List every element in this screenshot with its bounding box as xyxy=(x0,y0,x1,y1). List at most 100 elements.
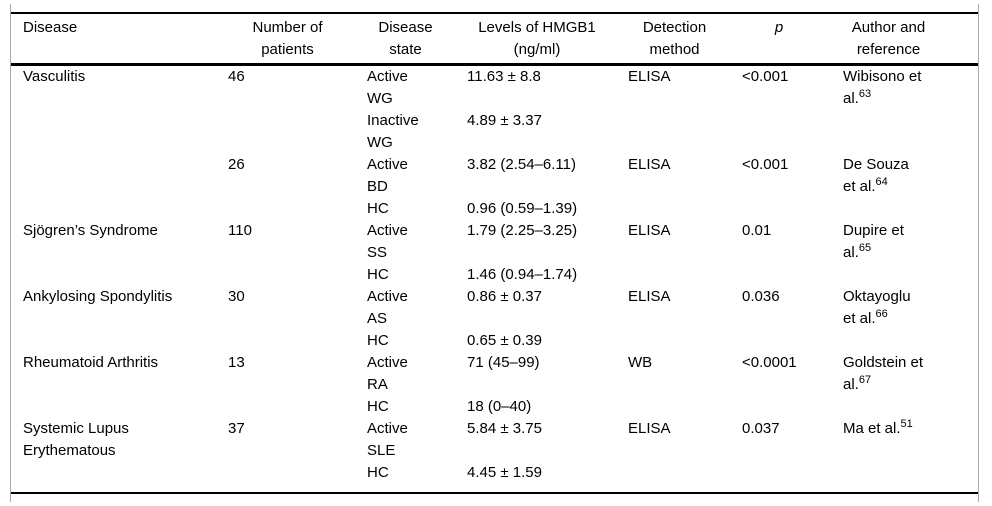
cell-disease: Ankylosing Spondylitis xyxy=(23,288,173,305)
cell-patients xyxy=(216,198,359,220)
cell-disease-state: HC xyxy=(367,332,389,349)
cell-p-value xyxy=(727,264,831,286)
cell-disease-state: Active RA xyxy=(367,354,408,393)
cell-disease-state: Inactive WG xyxy=(367,112,419,151)
cell-p-value xyxy=(727,110,831,154)
reference-number: 64 xyxy=(875,176,888,188)
cell-author-reference xyxy=(831,462,978,493)
cell-disease-state: Active SS xyxy=(367,222,408,261)
cell-patients xyxy=(216,330,359,352)
reference-number: 65 xyxy=(858,242,872,254)
author-text: Goldstein et al. xyxy=(843,354,924,393)
cell-hmgb1-level: 4.45 ± 1.59 xyxy=(467,464,542,481)
cell-hmgb1-level: 5.84 ± 3.75 xyxy=(467,420,542,437)
cell-hmgb1-level: 4.89 ± 3.37 xyxy=(467,112,542,129)
cell-p-value xyxy=(727,462,831,493)
cell-disease xyxy=(11,198,216,220)
author-text: Oktayoglu et al. xyxy=(843,288,911,327)
cell-detection-method: ELISA xyxy=(628,288,671,305)
cell-disease xyxy=(11,330,216,352)
cell-detection-method: ELISA xyxy=(628,420,671,437)
cell-disease-state: Active SLE xyxy=(367,420,408,459)
cell-p-value: <0.001 xyxy=(742,156,789,173)
cell-hmgb1-level: 0.65 ± 0.39 xyxy=(467,332,542,349)
cell-detection-method xyxy=(622,198,727,220)
cell-patients xyxy=(216,264,359,286)
reference-number: 51 xyxy=(900,418,913,430)
cell-detection-method xyxy=(622,264,727,286)
cell-p-value: 0.037 xyxy=(742,420,780,437)
cell-disease-state: Active WG xyxy=(367,68,408,107)
cell-author-reference: Oktayoglu et al.66 xyxy=(831,286,978,330)
table-row: Sjögren’s Syndrome 110 Active SS 1.79 (2… xyxy=(11,220,978,264)
cell-patients xyxy=(216,396,359,418)
col-header-detection-method: Detection method xyxy=(642,19,707,58)
cell-patients xyxy=(216,462,359,493)
cell-disease: Rheumatoid Arthritis xyxy=(23,354,159,371)
cell-disease xyxy=(11,462,216,493)
table-row: HC 4.45 ± 1.59 xyxy=(11,462,978,493)
cell-p-value: 0.01 xyxy=(742,222,772,239)
cell-disease-state: HC xyxy=(367,398,389,415)
cell-hmgb1-level: 1.79 (2.25–3.25) xyxy=(467,222,578,239)
hmgb1-levels-table: Disease Number of patients Disease state… xyxy=(11,12,978,494)
cell-author-reference xyxy=(831,330,978,352)
cell-patients: 13 xyxy=(228,354,245,371)
cell-author-reference: De Souza et al.64 xyxy=(831,154,978,198)
col-header-disease: Disease xyxy=(23,19,78,36)
table-row: HC 18 (0–40) xyxy=(11,396,978,418)
header-row: Disease Number of patients Disease state… xyxy=(11,13,978,65)
cell-patients: 46 xyxy=(228,68,245,85)
cell-author-reference: Wibisono et al.63 xyxy=(831,65,978,111)
reference-number: 67 xyxy=(858,374,872,386)
cell-detection-method: ELISA xyxy=(628,222,671,239)
col-header-hmgb1-levels: Levels of HMGB1 (ng/ml) xyxy=(478,19,596,58)
cell-author-reference xyxy=(831,110,978,154)
cell-detection-method xyxy=(622,330,727,352)
cell-disease xyxy=(11,110,216,154)
author-text: Ma et al. xyxy=(843,420,901,437)
cell-disease: Systemic Lupus Erythematous xyxy=(23,420,129,459)
cell-patients xyxy=(216,110,359,154)
cell-hmgb1-level: 0.96 (0.59–1.39) xyxy=(467,200,578,217)
table-body: Vasculitis 46 Active WG 11.63 ± 8.8 ELIS… xyxy=(11,65,978,494)
cell-disease xyxy=(11,264,216,286)
col-header-author-reference: Author and reference xyxy=(851,19,926,58)
cell-author-reference xyxy=(831,264,978,286)
cell-hmgb1-level: 11.63 ± 8.8 xyxy=(467,68,541,85)
cell-author-reference xyxy=(831,396,978,418)
cell-disease: Vasculitis xyxy=(23,68,86,85)
table-row: HC 0.65 ± 0.39 xyxy=(11,330,978,352)
col-header-disease-state: Disease state xyxy=(378,19,433,58)
author-text: Dupire et al. xyxy=(843,222,904,261)
cell-p-value: 0.036 xyxy=(742,288,780,305)
cell-author-reference: Ma et al.51 xyxy=(831,418,978,462)
cell-detection-method xyxy=(622,396,727,418)
cell-p-value xyxy=(727,396,831,418)
cell-detection-method: ELISA xyxy=(628,156,671,173)
table-row: Systemic Lupus Erythematous 37 Active SL… xyxy=(11,418,978,462)
col-header-p-value: p xyxy=(774,19,784,36)
cell-author-reference: Dupire et al.65 xyxy=(831,220,978,264)
cell-hmgb1-level: 3.82 (2.54–6.11) xyxy=(467,156,576,173)
cell-disease-state: HC xyxy=(367,464,389,481)
table-row: HC 1.46 (0.94–1.74) xyxy=(11,264,978,286)
cell-patients: 26 xyxy=(228,156,245,173)
table-header: Disease Number of patients Disease state… xyxy=(11,13,978,65)
cell-p-value xyxy=(727,198,831,220)
cell-hmgb1-level: 18 (0–40) xyxy=(467,398,532,415)
cell-detection-method: WB xyxy=(628,354,653,371)
table-row: Inactive WG 4.89 ± 3.37 xyxy=(11,110,978,154)
author-text: Wibisono et al. xyxy=(843,68,922,107)
cell-patients: 37 xyxy=(228,420,245,437)
cell-disease-state: HC xyxy=(367,266,389,283)
table-row: Ankylosing Spondylitis 30 Active AS 0.86… xyxy=(11,286,978,330)
cell-patients: 30 xyxy=(228,288,245,305)
cell-disease-state: Active BD xyxy=(367,156,408,195)
cell-detection-method: ELISA xyxy=(628,68,671,85)
table-row: Rheumatoid Arthritis 13 Active RA 71 (45… xyxy=(11,352,978,396)
cell-detection-method xyxy=(622,110,727,154)
cell-hmgb1-level: 0.86 ± 0.37 xyxy=(467,288,542,305)
cell-p-value: <0.0001 xyxy=(742,354,797,371)
